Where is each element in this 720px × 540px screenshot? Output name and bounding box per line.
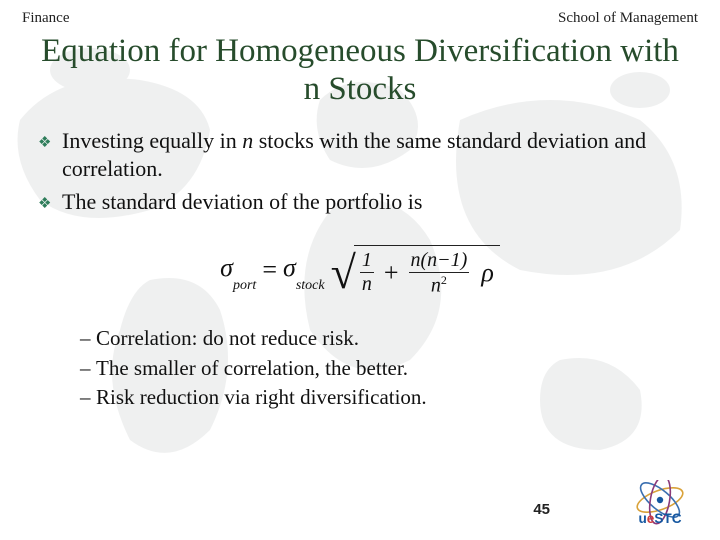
bullet-1-pre: Investing equally in [62, 128, 242, 153]
radical-icon: √ [331, 259, 356, 311]
sub-bullet-3-text: Risk reduction via right diversification… [96, 385, 427, 409]
header-left: Finance [22, 10, 69, 27]
dash-bullet-icon: – [80, 383, 96, 411]
page-number: 45 [533, 501, 550, 518]
svg-text:ueSTC: ueSTC [638, 511, 681, 526]
square-root: √ 1 n + n(n−1) n2 ρ [331, 245, 500, 297]
sub-port: port [233, 278, 256, 293]
sub-bullet-3: –Risk reduction via right diversificatio… [80, 383, 682, 411]
dash-bullet-icon: – [80, 324, 96, 352]
equals-sign: = [262, 255, 277, 285]
sub-bullet-2: –The smaller of correlation, the better. [80, 354, 682, 382]
frac1-num: 1 [360, 250, 374, 271]
logo-stc: STC [654, 511, 681, 526]
diamond-bullet-icon: ❖ [38, 134, 52, 154]
uestc-logo: ueSTC [620, 480, 700, 528]
level1-bullets: ❖ Investing equally in n stocks with the… [38, 127, 682, 217]
fraction-nn1-over-n2: n(n−1) n2 [409, 250, 470, 297]
bullet-2: ❖ The standard deviation of the portfoli… [38, 188, 682, 217]
bullet-2-pre: The standard deviation of the portfolio … [62, 189, 422, 214]
logo-u: u [638, 511, 646, 526]
sigma-symbol-2: σ [283, 253, 296, 282]
frac1-den: n [360, 274, 374, 295]
sub-bullet-1-text: Correlation: do not reduce risk. [96, 326, 359, 350]
header-right: School of Management [558, 10, 698, 27]
equation-container: σport = σstock √ 1 n + n(n−1) [20, 245, 700, 297]
fraction-bar [409, 272, 470, 273]
bullet-2-text: The standard deviation of the portfolio … [62, 188, 682, 217]
diamond-bullet-icon: ❖ [38, 195, 52, 215]
frac2-den-exp: 2 [441, 273, 447, 287]
frac2-den-base: n [431, 274, 441, 296]
slide-title: Equation for Homogeneous Diversification… [40, 33, 680, 109]
portfolio-sigma-equation: σport = σstock √ 1 n + n(n−1) [220, 245, 500, 297]
radicand: 1 n + n(n−1) n2 ρ [354, 245, 500, 297]
sigma-symbol: σ [220, 253, 233, 282]
logo-svg: ueSTC [620, 480, 700, 528]
rho-symbol: ρ [477, 258, 493, 288]
level2-bullets: –Correlation: do not reduce risk. –The s… [80, 324, 682, 411]
sub-bullet-1: –Correlation: do not reduce risk. [80, 324, 682, 352]
sigma-stock: σstock [283, 253, 325, 287]
dash-bullet-icon: – [80, 354, 96, 382]
frac2-den: n2 [429, 274, 449, 297]
sigma-port: σport [220, 253, 256, 287]
fraction-1-over-n: 1 n [360, 250, 374, 295]
slide-container: Finance School of Management Equation fo… [0, 0, 720, 540]
bullet-1-italic: n [242, 128, 253, 153]
slide-header: Finance School of Management [20, 10, 700, 27]
bullet-1: ❖ Investing equally in n stocks with the… [38, 127, 682, 184]
bullet-1-text: Investing equally in n stocks with the s… [62, 127, 682, 184]
sub-stock: stock [296, 278, 325, 293]
frac2-num: n(n−1) [409, 250, 470, 271]
sub-bullet-2-text: The smaller of correlation, the better. [96, 356, 408, 380]
plus-sign: + [382, 258, 401, 288]
